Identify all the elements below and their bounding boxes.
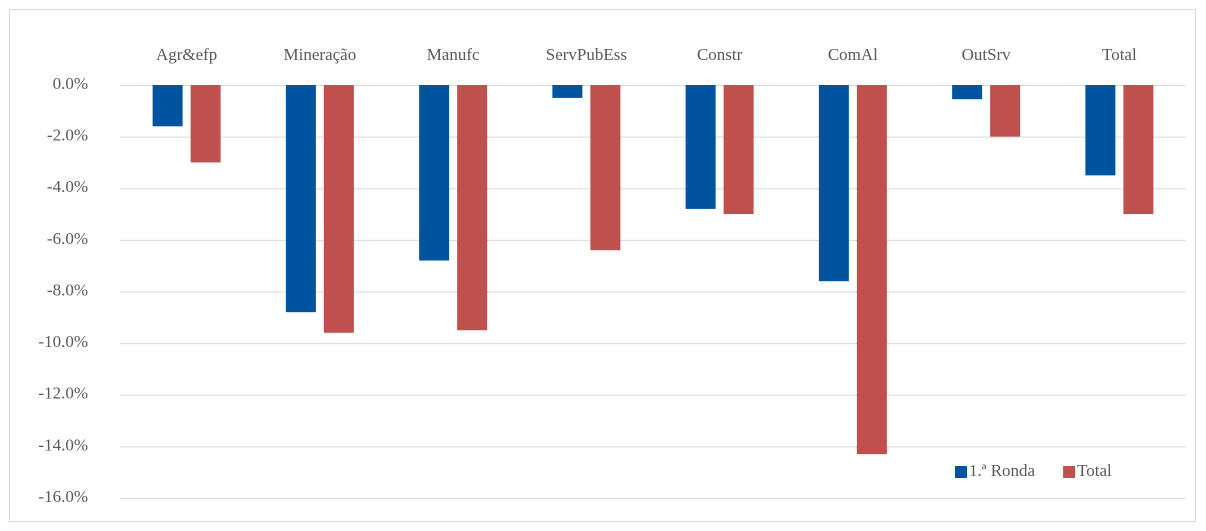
x-tick-label: ComAl	[828, 45, 878, 64]
bar	[952, 85, 983, 100]
y-tick-label: 0.0%	[53, 74, 88, 93]
legend-label: Total	[1077, 461, 1112, 480]
bar	[323, 85, 354, 333]
x-tick-label: ServPubEss	[546, 45, 627, 64]
x-tick-label: Total	[1102, 45, 1137, 64]
bar	[552, 85, 583, 98]
y-tick-label: -8.0%	[47, 280, 88, 299]
bar	[590, 85, 621, 251]
y-tick-label: -4.0%	[47, 177, 88, 196]
y-tick-label: -10.0%	[38, 332, 88, 351]
bar	[419, 85, 450, 261]
x-tick-label: OutSrv	[962, 45, 1012, 64]
x-tick-label: Agr&efp	[156, 45, 217, 64]
y-tick-label: -6.0%	[47, 229, 88, 248]
bar	[685, 85, 716, 209]
bar	[190, 85, 221, 163]
y-tick-label: -2.0%	[47, 126, 88, 145]
legend-swatch	[1063, 466, 1076, 478]
bar	[152, 85, 183, 127]
x-tick-label: Mineração	[284, 45, 357, 64]
bar	[457, 85, 488, 331]
y-tick-label: -14.0%	[38, 435, 88, 454]
bar	[1123, 85, 1154, 215]
x-tick-label: Manufc	[427, 45, 480, 64]
bar	[1085, 85, 1116, 176]
bar	[990, 85, 1021, 137]
bar	[285, 85, 316, 313]
bar	[723, 85, 754, 215]
bar	[856, 85, 887, 455]
bar	[818, 85, 849, 282]
legend-swatch	[955, 466, 967, 478]
y-tick-label: -16.0%	[38, 487, 88, 506]
y-tick-label: -12.0%	[38, 384, 88, 403]
legend-label: 1.ª Ronda	[969, 461, 1036, 480]
x-tick-label: Constr	[697, 45, 743, 64]
